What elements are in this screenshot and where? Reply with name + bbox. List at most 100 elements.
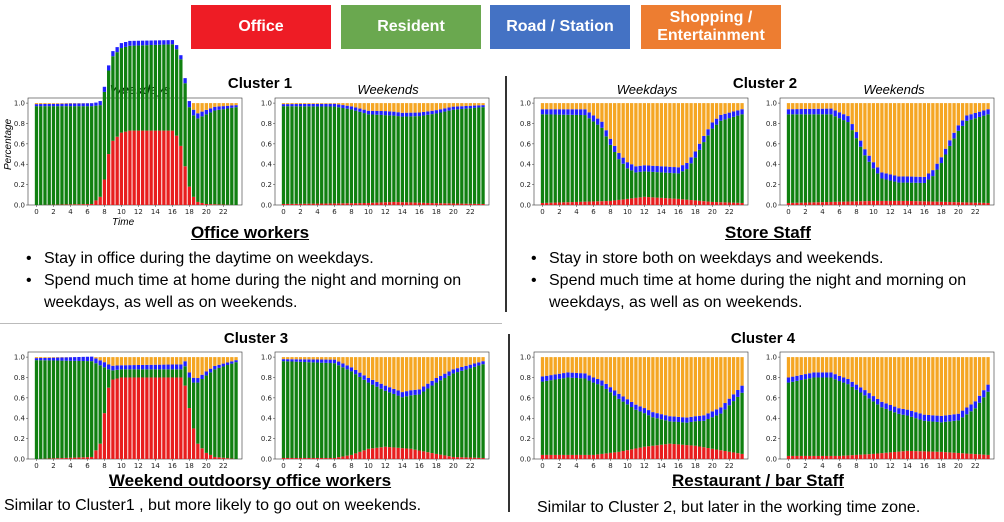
- bar-segment-shopping: [905, 357, 910, 410]
- bar-segment-resident: [689, 163, 693, 201]
- bar-segment-resident: [128, 369, 132, 378]
- bar-segment-office: [604, 201, 608, 205]
- bar-segment-road: [60, 357, 64, 361]
- bar-segment-road: [842, 377, 846, 383]
- x-tick-label: 16: [674, 462, 683, 470]
- x-tick-label: 0: [540, 462, 544, 470]
- bar-segment-shopping: [468, 103, 472, 106]
- bar-segment-road: [676, 416, 681, 422]
- bar-segment-shopping: [655, 357, 659, 414]
- bar-segment-road: [136, 364, 141, 370]
- bar-segment-shopping: [630, 357, 634, 402]
- bar-segment-shopping: [102, 357, 107, 363]
- bar-segment-office: [281, 203, 286, 205]
- bar-segment-road: [124, 42, 128, 47]
- bar-segment-resident: [604, 388, 608, 454]
- bar-segment-shopping: [400, 357, 405, 393]
- bar-segment-office: [600, 453, 604, 459]
- x-tick-label: 2: [803, 462, 807, 470]
- y-tick-label: 0.2: [520, 181, 531, 189]
- x-tick-label: 14: [657, 208, 666, 216]
- chart-c4-weekends: 0.00.20.40.60.81.00 2 4 6 8 10 12 14 16 18 20 22: [766, 351, 995, 470]
- bar-segment-shopping: [803, 103, 808, 109]
- bar-segment-office: [880, 453, 884, 459]
- bar-segment-office: [574, 201, 579, 205]
- bar-segment-road: [303, 103, 307, 107]
- bar-segment-road: [455, 368, 460, 373]
- bar-segment-road: [816, 108, 820, 115]
- bar-segment-road: [969, 404, 973, 412]
- bar-segment-office: [909, 201, 914, 205]
- bar-segment-office: [311, 203, 315, 205]
- bar-segment-office: [876, 200, 880, 205]
- y-tick-label: 0.4: [766, 415, 778, 423]
- bar-segment-resident: [345, 369, 349, 456]
- bar-segment-resident: [379, 114, 383, 203]
- x-tick-label: 18: [937, 208, 946, 216]
- bar-segment-resident: [977, 402, 982, 455]
- bar-segment-road: [600, 380, 604, 386]
- bar-segment-resident: [234, 107, 238, 205]
- bar-segment-resident: [477, 107, 481, 204]
- bar-segment-resident: [290, 361, 294, 458]
- bar-segment-shopping: [702, 357, 706, 416]
- bar-segment-shopping: [320, 103, 324, 104]
- bar-segment-road: [221, 106, 225, 110]
- bar-segment-resident: [685, 169, 689, 200]
- bar-segment-resident: [90, 106, 94, 204]
- bar-segment-road: [383, 385, 388, 391]
- bar-segment-road: [863, 149, 867, 156]
- bar-segment-road: [613, 390, 617, 396]
- bar-segment-office: [833, 455, 837, 459]
- bar-segment-shopping: [328, 103, 332, 104]
- bar-segment-shopping: [383, 103, 388, 112]
- bar-segment-resident: [430, 385, 434, 454]
- bar-segment-resident: [320, 362, 324, 458]
- bar-segment-office: [434, 203, 438, 205]
- bar-segment-shopping: [914, 357, 918, 413]
- bar-segment-road: [217, 364, 221, 368]
- bar-segment-road: [820, 108, 825, 115]
- bar-segment-shopping: [956, 357, 960, 414]
- bar-segment-resident: [298, 361, 303, 458]
- bar-segment-shopping: [931, 357, 935, 416]
- y-tick-label: 0.4: [766, 161, 778, 169]
- bar-segment-shopping: [651, 103, 655, 166]
- bar-segment-road: [625, 162, 630, 169]
- bar-segment-resident: [668, 421, 672, 444]
- bar-segment-shopping: [850, 103, 854, 125]
- bar-segment-shopping: [731, 357, 736, 395]
- bar-segment-road: [430, 380, 434, 386]
- bar-segment-resident: [383, 390, 388, 447]
- bar-segment-office: [973, 454, 977, 459]
- bar-segment-office: [170, 130, 175, 205]
- bar-segment-office: [833, 201, 837, 205]
- bar-segment-office: [905, 450, 910, 459]
- bar-segment-shopping: [362, 357, 366, 376]
- bar-segment-resident: [149, 45, 153, 131]
- bar-segment-shopping: [786, 103, 791, 110]
- bar-segment-resident: [736, 396, 740, 454]
- bar-segment-road: [914, 412, 918, 419]
- bar-segment-shopping: [298, 103, 303, 104]
- bar-segment-shopping: [854, 103, 859, 133]
- bar-segment-shopping: [290, 357, 294, 360]
- bar-segment-office: [680, 199, 685, 205]
- bar-segment-road: [111, 51, 115, 57]
- bar-segment-shopping: [876, 357, 880, 399]
- bar-segment-office: [680, 444, 685, 459]
- bar-segment-road: [149, 364, 153, 370]
- bar-segment-shopping: [859, 357, 863, 388]
- bar-segment-road: [693, 151, 697, 158]
- x-tick-label: 22: [219, 208, 228, 216]
- bar-segment-resident: [613, 395, 617, 453]
- bar-segment-shopping: [892, 357, 897, 407]
- bar-segment-resident: [905, 415, 910, 451]
- bar-segment-shopping: [948, 103, 952, 141]
- x-tick-label: 2: [298, 208, 302, 216]
- bar-segment-shopping: [157, 357, 162, 365]
- bar-segment-shopping: [298, 357, 303, 360]
- bar-segment-shopping: [795, 357, 799, 376]
- bar-segment-office: [303, 203, 307, 205]
- bar-segment-office: [145, 377, 149, 459]
